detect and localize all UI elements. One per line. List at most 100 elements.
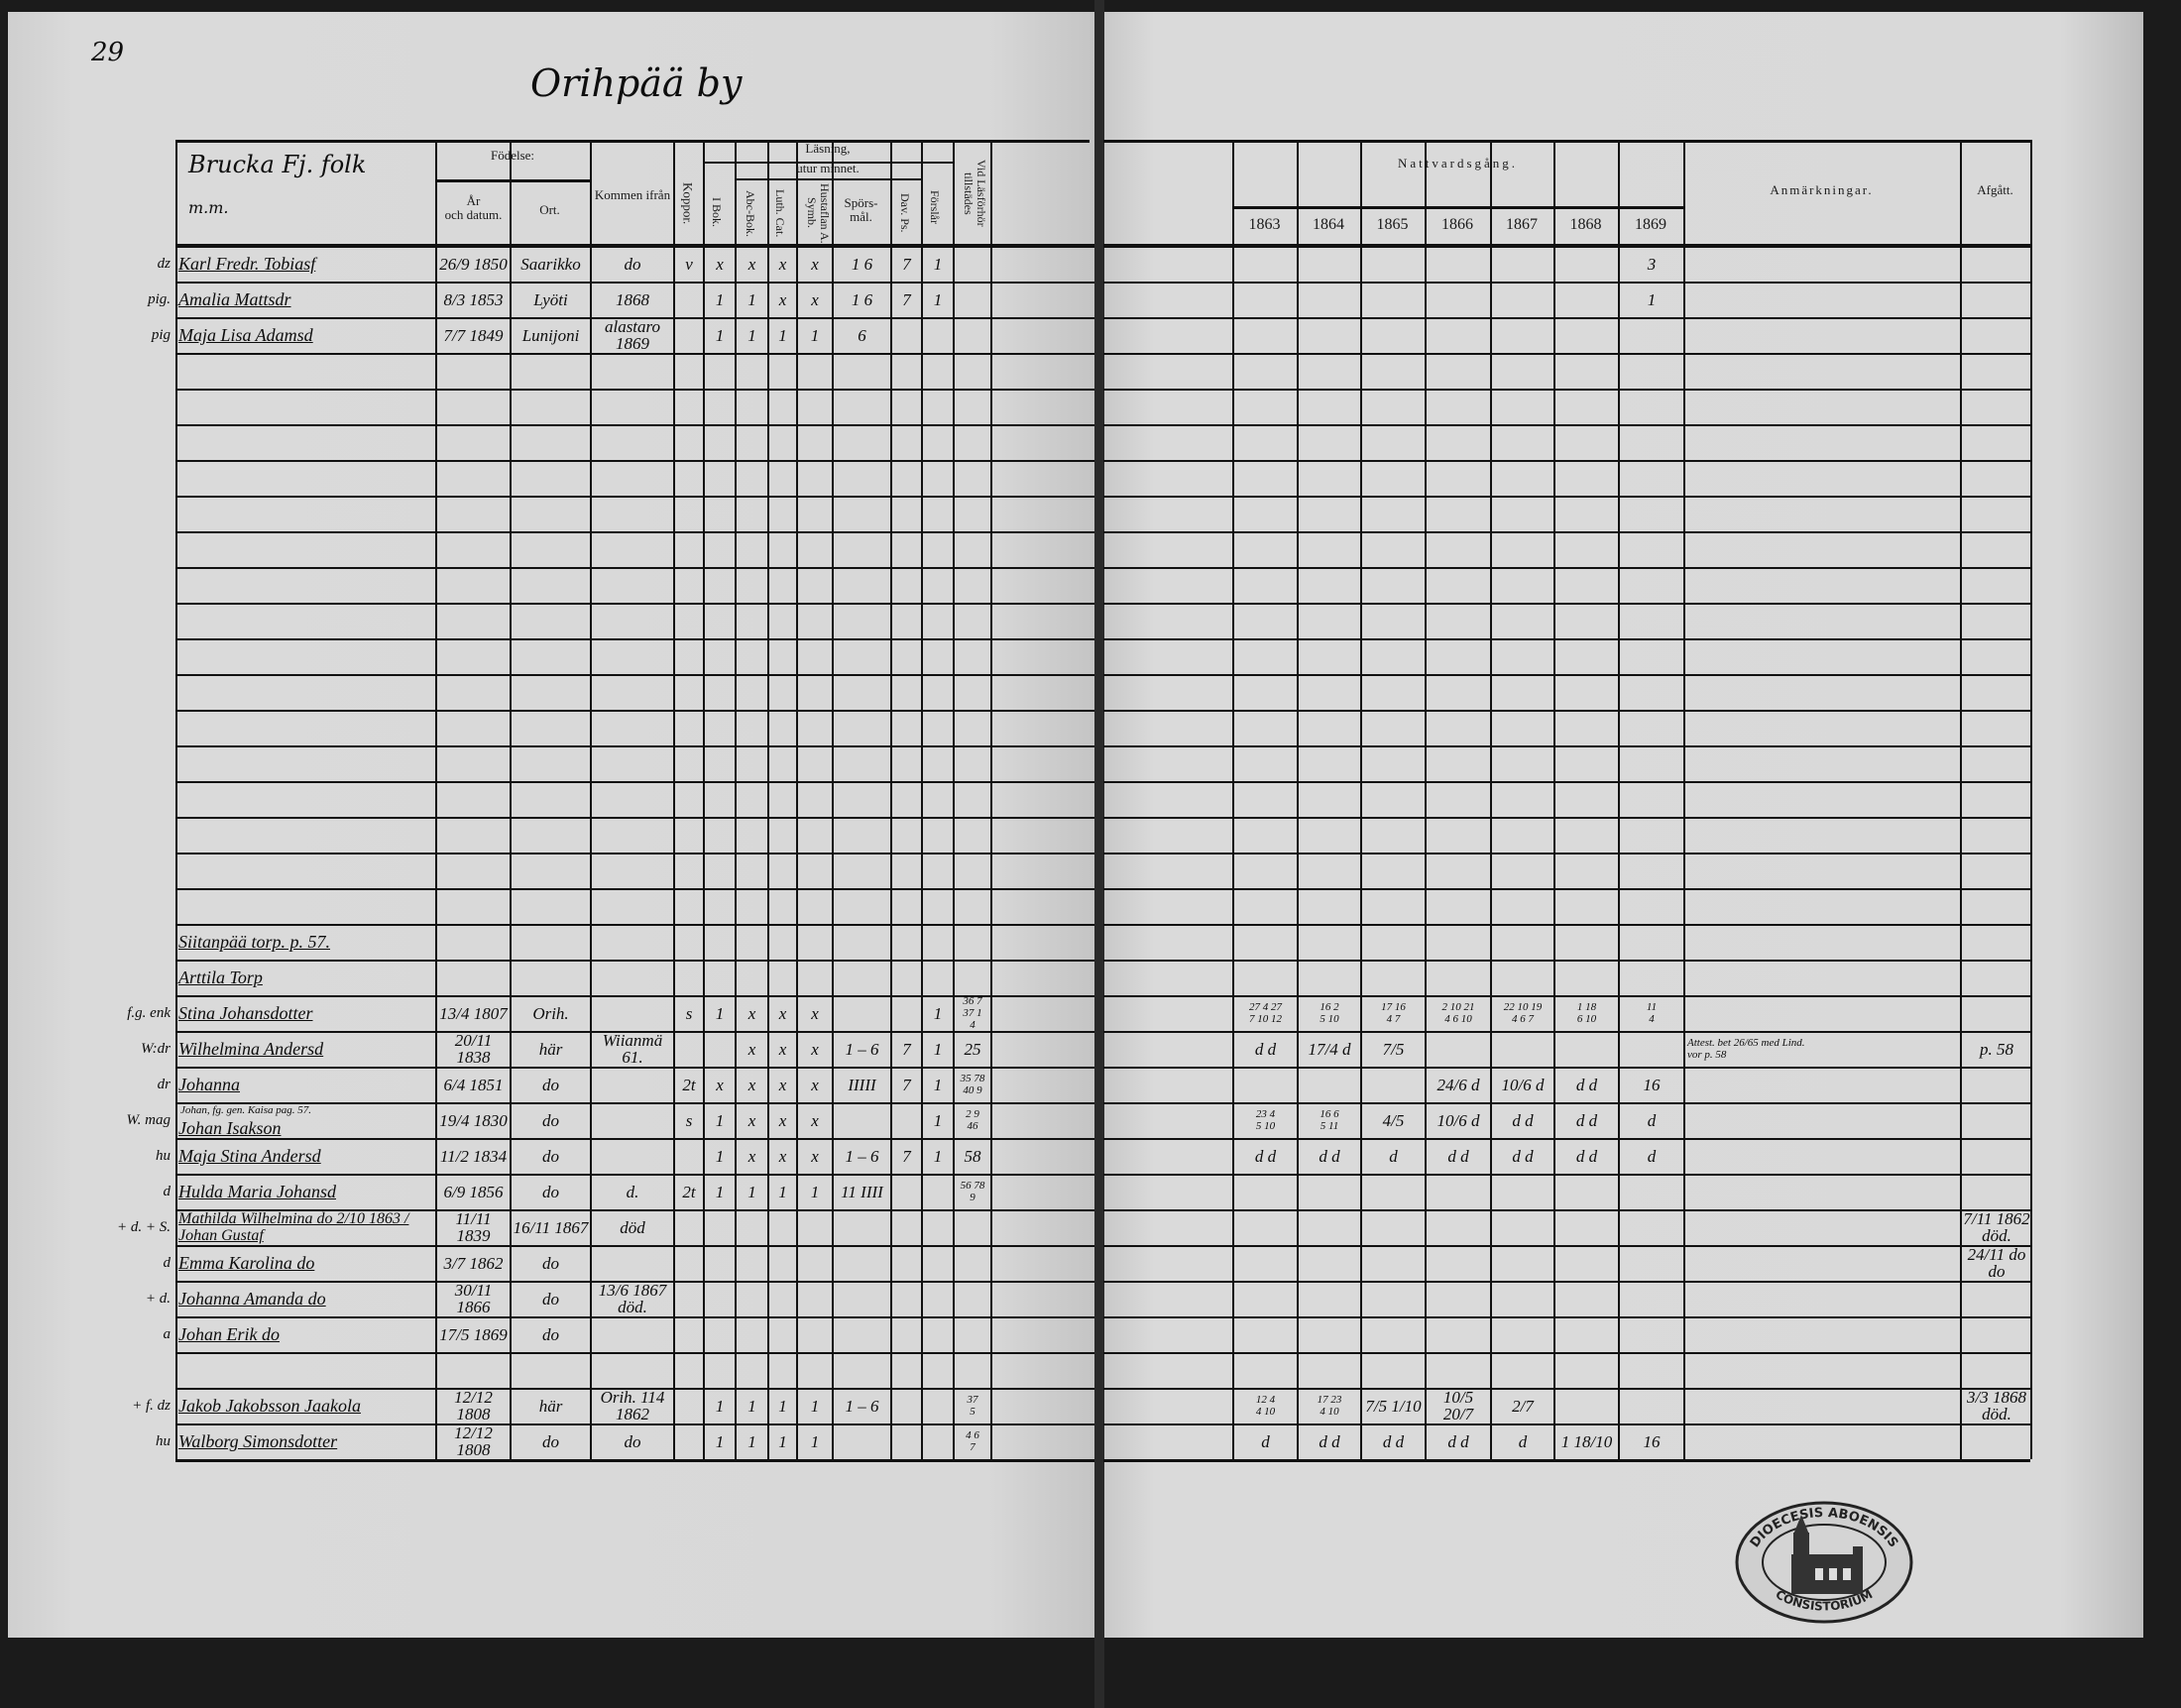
cell-kop: s <box>685 1110 693 1130</box>
row-rule <box>1103 924 2030 926</box>
cell-hust: x <box>811 254 819 274</box>
cell-ort: Lyöti <box>533 289 568 309</box>
cell-y68: d d <box>1575 1146 1598 1166</box>
cell-name: Karl Fredr. Tobiasf <box>178 254 316 274</box>
row-rule <box>1103 745 2030 747</box>
row-rule <box>175 460 1094 462</box>
table-bottom-rule <box>1103 1459 2030 1462</box>
cell-hust: x <box>811 1146 819 1166</box>
cell-date: 8/3 1853 <box>443 289 504 309</box>
cell-anm: Attest. bet 26/65 med Lind. vor p. 58 <box>1687 1037 1805 1061</box>
row-rule <box>175 1067 1094 1069</box>
column-rule <box>510 140 512 1459</box>
row-rule <box>1103 1352 2030 1354</box>
cell-date: 26/9 1850 <box>439 254 508 274</box>
cell-y67: d d <box>1512 1110 1534 1130</box>
cell-forsl: 1 <box>933 1075 943 1094</box>
column-rule <box>767 140 769 1459</box>
cell-y64: 16 6 5 11 <box>1320 1108 1339 1132</box>
margin-note: W. mag <box>126 1112 171 1128</box>
cell-date: 12/12 1808 <box>454 1423 493 1459</box>
header-vid-lasforhor: Vid Läsförhör tillstädes <box>961 160 988 227</box>
cell-vid: 58 <box>964 1146 981 1166</box>
cell-y67: d d <box>1512 1146 1534 1166</box>
table-row <box>175 567 2030 603</box>
cell-ort: do <box>542 1110 559 1130</box>
cell-abc: x <box>747 1075 756 1094</box>
cell-y63: d <box>1261 1431 1270 1451</box>
margin-note: f.g. enk <box>127 1005 171 1021</box>
lasning-rule <box>703 162 953 164</box>
table-row <box>175 1352 2030 1388</box>
column-rule <box>735 140 737 1459</box>
row-rule <box>175 424 1094 426</box>
row-rule <box>175 710 1094 712</box>
margin-note: d <box>163 1184 172 1199</box>
row-rule <box>175 496 1094 498</box>
row-rule <box>175 888 1094 890</box>
header-luth: Luth. Cat. <box>773 188 788 238</box>
cell-abc: 1 <box>747 289 756 309</box>
cell-y63: d d <box>1254 1039 1277 1059</box>
row-rule <box>175 674 1094 676</box>
cell-y63: 27 4 27 7 10 12 <box>1249 1001 1282 1025</box>
cell-from: Orih. 114 1862 <box>600 1388 665 1423</box>
cell-ibok: 1 <box>715 1146 725 1166</box>
cell-date: 13/4 1807 <box>439 1003 508 1023</box>
cell-kop: v <box>685 254 693 274</box>
cell-name: Jakob Jakobsson Jaakola <box>178 1396 361 1416</box>
row-rule <box>1103 960 2030 962</box>
row-rule <box>1103 603 2030 605</box>
cell-forsl: 1 <box>933 289 943 309</box>
cell-y69: 11 4 <box>1646 1001 1658 1025</box>
header-bottom-rule <box>175 244 1094 248</box>
cell-vid: 2 9 46 <box>966 1108 979 1132</box>
margin-note: + d. + S. <box>117 1219 171 1235</box>
cell-abc: 1 <box>747 1182 756 1201</box>
cell-ort: do <box>542 1431 559 1451</box>
cell-forsl: 1 <box>933 1039 943 1059</box>
header-spors: Spörs- mål. <box>844 195 878 225</box>
column-rule <box>673 140 675 1459</box>
cell-y69: 16 <box>1643 1075 1661 1094</box>
cell-y69: 1 <box>1647 289 1657 309</box>
header-lasning: Läsning, <box>805 141 851 156</box>
column-rule <box>796 140 798 1459</box>
cell-y68: 1 18 6 10 <box>1576 1001 1597 1025</box>
row-rule <box>175 567 1094 569</box>
cell-name: Johan Erik do <box>178 1324 280 1344</box>
header-ort: Ort. <box>539 202 560 217</box>
column-rule <box>590 140 592 1459</box>
cell-luth: x <box>778 1146 787 1166</box>
cell-hust: x <box>811 1075 819 1094</box>
cell-dav: 7 <box>902 254 911 274</box>
table-row <box>175 853 2030 888</box>
cell-y65: 7/5 <box>1382 1039 1405 1059</box>
cell-y64: 17/4 d <box>1308 1039 1351 1059</box>
margin-note: pig <box>151 327 171 343</box>
cell-spors: 1 – 6 <box>845 1396 879 1416</box>
cell-ibok: x <box>716 1075 724 1094</box>
margin-note: hu <box>156 1148 171 1164</box>
row-rule <box>175 1352 1094 1354</box>
cell-date: 11/2 1834 <box>439 1146 508 1166</box>
cell-luth: 1 <box>778 325 787 345</box>
row-rule <box>1103 1423 2030 1425</box>
cell-ibok: 1 <box>715 1110 725 1130</box>
row-rule <box>1103 531 2030 533</box>
row-rule <box>1103 1281 2030 1283</box>
cell-name: Hulda Maria Johansd <box>178 1182 336 1201</box>
row-rule <box>1103 817 2030 819</box>
cell-luth: 1 <box>778 1431 787 1451</box>
row-rule <box>175 960 1094 962</box>
cell-name: Johan Isakson <box>178 1118 282 1138</box>
table-row <box>175 638 2030 674</box>
fodelse-rule <box>435 179 590 182</box>
cell-from: död <box>620 1217 645 1237</box>
row-rule <box>1103 389 2030 391</box>
table-top-rule <box>175 140 1090 143</box>
cell-from: do <box>624 1431 641 1451</box>
column-rule <box>990 140 992 1459</box>
cell-ibok: 1 <box>715 289 725 309</box>
cell-name: Emma Karolina do <box>178 1253 315 1273</box>
